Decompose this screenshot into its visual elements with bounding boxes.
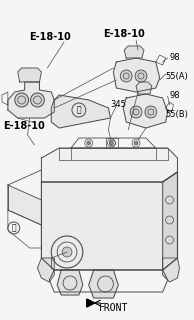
Polygon shape bbox=[37, 258, 54, 282]
Text: ⓓ: ⓓ bbox=[77, 106, 81, 115]
Polygon shape bbox=[136, 82, 152, 94]
Text: 98: 98 bbox=[170, 52, 180, 61]
Polygon shape bbox=[41, 148, 178, 182]
Polygon shape bbox=[124, 46, 144, 58]
Polygon shape bbox=[87, 299, 95, 307]
Circle shape bbox=[109, 141, 113, 145]
Text: FRONT: FRONT bbox=[99, 303, 128, 313]
Text: 98: 98 bbox=[170, 91, 180, 100]
Circle shape bbox=[15, 93, 29, 107]
Text: 55(A): 55(A) bbox=[166, 71, 188, 81]
Circle shape bbox=[130, 106, 142, 118]
Polygon shape bbox=[51, 95, 110, 128]
Text: ⓓ: ⓓ bbox=[11, 223, 16, 233]
Polygon shape bbox=[163, 258, 179, 282]
Polygon shape bbox=[113, 58, 160, 92]
Text: E-18-10: E-18-10 bbox=[3, 121, 45, 131]
Circle shape bbox=[134, 141, 138, 145]
Polygon shape bbox=[8, 82, 54, 118]
Text: 55(B): 55(B) bbox=[166, 109, 189, 118]
Text: 345: 345 bbox=[110, 100, 126, 108]
Text: E-18-10: E-18-10 bbox=[29, 32, 71, 42]
Polygon shape bbox=[89, 270, 118, 298]
Circle shape bbox=[87, 141, 91, 145]
Circle shape bbox=[120, 70, 132, 82]
Circle shape bbox=[145, 106, 157, 118]
Polygon shape bbox=[18, 68, 41, 82]
Polygon shape bbox=[8, 185, 41, 225]
Polygon shape bbox=[57, 270, 83, 295]
Circle shape bbox=[31, 93, 44, 107]
Polygon shape bbox=[41, 172, 178, 270]
Circle shape bbox=[62, 247, 72, 257]
Circle shape bbox=[135, 70, 147, 82]
Text: E-18-10: E-18-10 bbox=[104, 29, 145, 39]
Polygon shape bbox=[163, 172, 178, 270]
Polygon shape bbox=[123, 94, 168, 128]
